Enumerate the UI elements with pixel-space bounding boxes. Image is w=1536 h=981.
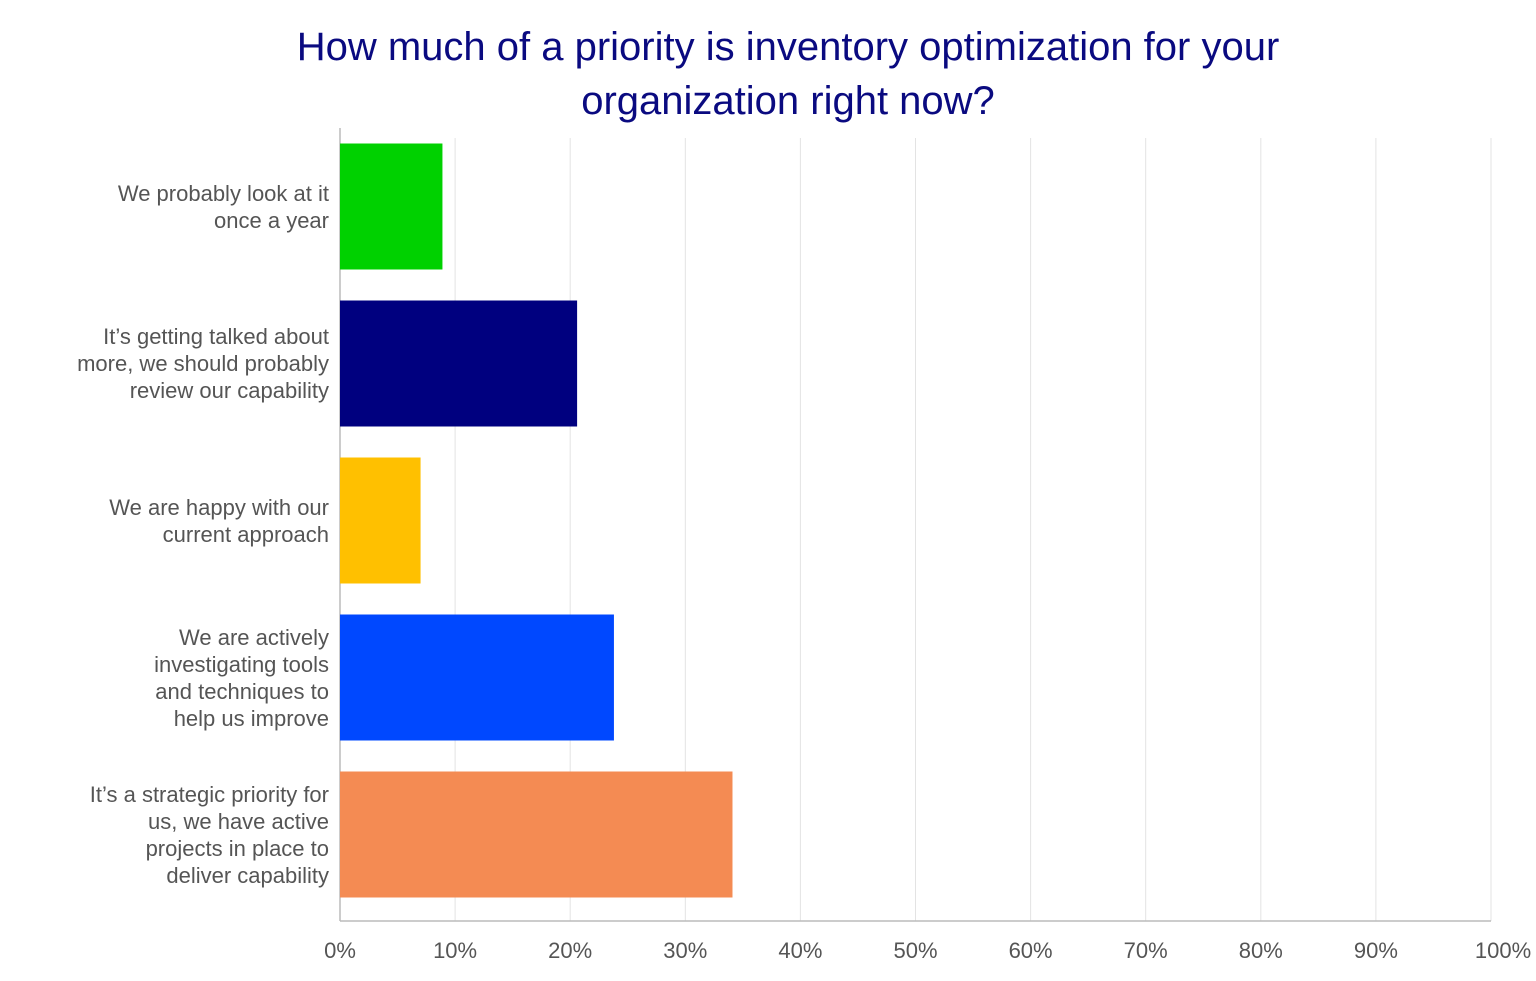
- x-tick-label: 20%: [548, 938, 592, 963]
- y-tick-label: We are actively investigating tools and …: [154, 624, 329, 731]
- bar: [340, 143, 443, 270]
- bar: [340, 771, 733, 898]
- x-tick-label: 10%: [433, 938, 477, 963]
- x-tick-label: 30%: [663, 938, 707, 963]
- bar: [340, 457, 421, 584]
- y-tick-label: It’s getting talked about more, we shoul…: [77, 324, 329, 403]
- chart-title: How much of a priority is inventory opti…: [296, 25, 1280, 123]
- x-tick-label: 70%: [1124, 938, 1168, 963]
- y-tick-label: It’s a strategic priority for us, we hav…: [89, 781, 329, 888]
- x-tick-label: 100%: [1475, 938, 1531, 963]
- x-tick-label: 0%: [324, 938, 356, 963]
- y-tick-label: We probably look at it once a year: [117, 180, 329, 233]
- bar: [340, 300, 578, 427]
- bar: [340, 614, 614, 741]
- x-tick-label: 40%: [778, 938, 822, 963]
- x-tick-label: 90%: [1354, 938, 1398, 963]
- x-tick-label: 60%: [1009, 938, 1053, 963]
- y-tick-label: We are happy with our current approach: [109, 494, 329, 547]
- x-tick-label: 50%: [893, 938, 937, 963]
- x-tick-label: 80%: [1239, 938, 1283, 963]
